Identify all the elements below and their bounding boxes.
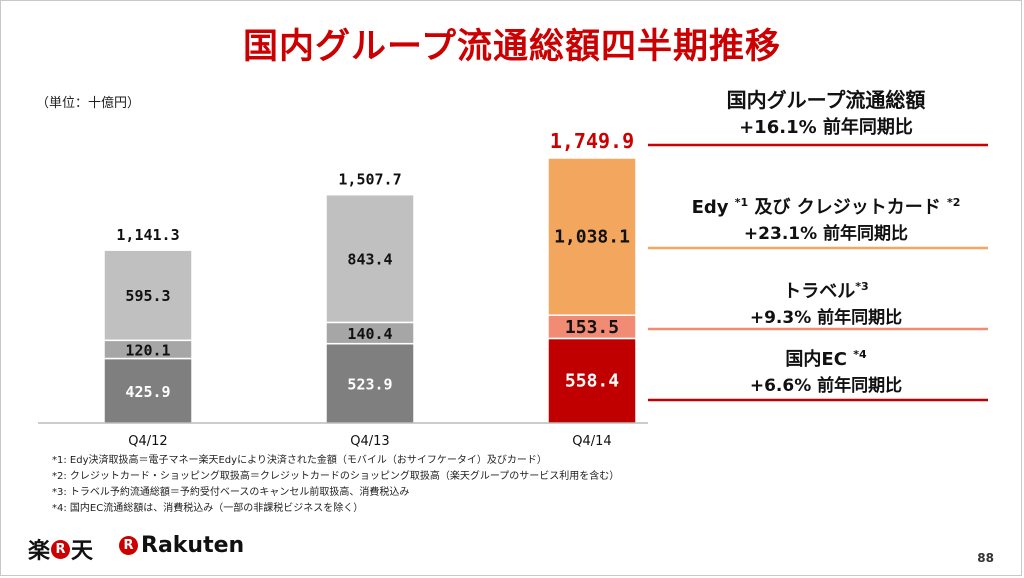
- legend-ec-name: 国内EC *4: [666, 345, 986, 371]
- legend-total: 国内グループ流通総額 +16.1% 前年同期比: [666, 84, 986, 139]
- total-label-2: 1,749.9: [550, 129, 634, 153]
- data-label-edy-2: 1,038.1: [554, 227, 630, 248]
- x-tick-labels: Q4/12 Q4/13 Q4/14: [128, 434, 611, 449]
- data-label-ec-2: 558.4: [565, 371, 619, 392]
- legend-travel-growth: +9.3% 前年同期比: [749, 308, 903, 328]
- legend-travel-name-text: トラベル: [783, 281, 856, 302]
- legend-travel: トラベル*3 +9.3% 前年同期比: [666, 277, 986, 328]
- page-number: 88: [977, 551, 994, 565]
- x-tick-label-1: Q4/13: [350, 434, 389, 449]
- legend-ec: 国内EC *4 +6.6% 前年同期比: [666, 345, 986, 396]
- logo-jp-right-char: 天: [71, 539, 94, 564]
- logo-en-r-circle-icon: R: [119, 536, 138, 555]
- data-label-ec-0: 425.9: [125, 383, 170, 401]
- legend-edy-name-part1: Edy: [691, 197, 729, 218]
- legend-travel-sup: *3: [855, 280, 869, 293]
- legend-edy: Edy *1 及び クレジットカード *2 +23.1% 前年同期比: [666, 193, 986, 244]
- data-label-ec-1: 523.9: [347, 375, 392, 393]
- data-label-travel-1: 140.4: [347, 325, 392, 343]
- legend-edy-name: Edy *1 及び クレジットカード *2: [666, 193, 986, 219]
- unit-label: （単位：十億円）: [36, 96, 141, 111]
- legend-total-name: 国内グループ流通総額: [726, 88, 926, 112]
- footnote-1: *1: Edy決済取扱高＝電子マネー楽天Edyにより決済された金額（モバイル（お…: [52, 455, 547, 466]
- bar-edy-0: [103, 249, 193, 342]
- bar-ec-1: [325, 342, 415, 424]
- bars-group: 425.9 120.1 595.3 1,141.3 523.9 140.4 843.4 1,5…: [103, 129, 637, 424]
- legend-ec-growth: +6.6% 前年同期比: [749, 376, 903, 396]
- legend-ec-name-text: 国内EC: [785, 349, 854, 370]
- legend-total-growth: +16.1% 前年同期比: [739, 117, 913, 138]
- bar-edy-2: [547, 157, 637, 316]
- footnote-3: *3: トラベル予約流通総額＝予約受付ベースのキャンセル前取扱高、消費税込み: [52, 487, 410, 498]
- logo-jp-left-char: 楽: [28, 539, 51, 564]
- total-label-0: 1,141.3: [116, 226, 179, 244]
- data-label-travel-2: 153.5: [565, 317, 619, 338]
- logo-en-text: Rakuten: [141, 533, 245, 558]
- rakuten-en-logo: R Rakuten: [118, 533, 244, 558]
- data-label-edy-0: 595.3: [125, 287, 170, 305]
- x-tick-label-0: Q4/12: [128, 434, 167, 449]
- rakuten-jp-logo: 楽 R 天: [28, 533, 93, 565]
- legend-edy-name-part2: 及び クレジットカード: [754, 197, 948, 218]
- bar-edy-1: [325, 193, 415, 324]
- footnotes: *1: Edy決済取扱高＝電子マネー楽天Edyにより決済された金額（モバイル（お…: [52, 453, 619, 517]
- footnote-4: *4: 国内EC流通総額は、消費税込み（一部の非課税ビジネスを除く）: [52, 503, 364, 514]
- data-label-travel-0: 120.1: [125, 341, 170, 359]
- legend-edy-sup1: *1: [734, 196, 749, 209]
- total-label-1: 1,507.7: [338, 171, 401, 189]
- legend-edy-sup2: *2: [947, 196, 961, 209]
- data-label-edy-1: 843.4: [347, 251, 392, 269]
- footnote-2: *2: クレジットカード・ショッピング取扱高＝クレジットカードのショッピング取扱…: [52, 471, 620, 482]
- legend-ec-sup: *4: [853, 348, 867, 361]
- logo-r-circle-icon: R: [51, 539, 71, 559]
- legend-edy-growth: +23.1% 前年同期比: [743, 224, 909, 244]
- x-tick-label-2: Q4/14: [572, 434, 611, 449]
- slide-title: 国内グループ流通総額四半期推移: [243, 27, 781, 67]
- legend-travel-name: トラベル*3: [666, 277, 986, 303]
